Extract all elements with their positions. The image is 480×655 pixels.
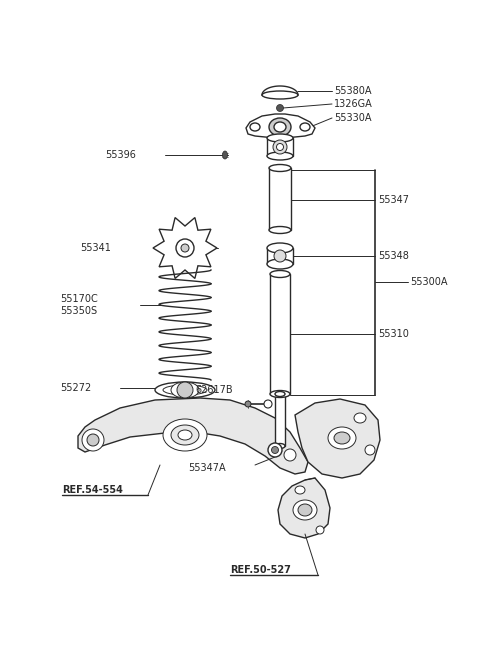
Ellipse shape [269, 227, 291, 233]
Ellipse shape [82, 429, 104, 451]
Text: 55347: 55347 [378, 195, 409, 205]
Bar [267, 248, 293, 264]
Ellipse shape [267, 243, 293, 253]
Ellipse shape [365, 445, 375, 455]
Ellipse shape [171, 382, 199, 398]
Ellipse shape [274, 250, 286, 262]
Ellipse shape [300, 123, 310, 131]
Ellipse shape [163, 419, 207, 451]
Ellipse shape [269, 118, 291, 136]
Text: 55396: 55396 [105, 150, 136, 160]
Ellipse shape [295, 486, 305, 494]
Ellipse shape [267, 152, 293, 160]
Text: 55170C: 55170C [60, 294, 98, 304]
Ellipse shape [181, 244, 189, 252]
Ellipse shape [298, 504, 312, 516]
Text: 55380A: 55380A [334, 86, 372, 96]
Ellipse shape [354, 413, 366, 423]
Ellipse shape [273, 140, 287, 154]
Ellipse shape [276, 105, 284, 111]
Ellipse shape [264, 400, 272, 408]
Ellipse shape [270, 390, 290, 398]
Text: REF.50-527: REF.50-527 [230, 565, 291, 575]
Ellipse shape [267, 134, 293, 142]
Ellipse shape [245, 401, 251, 407]
Polygon shape [278, 478, 330, 538]
Text: 55272: 55272 [60, 383, 91, 393]
Ellipse shape [276, 143, 284, 151]
Ellipse shape [334, 432, 350, 444]
Ellipse shape [171, 425, 199, 445]
Text: 55350S: 55350S [60, 306, 97, 316]
Bar [269, 168, 291, 230]
Ellipse shape [269, 164, 291, 172]
Polygon shape [246, 114, 315, 138]
Polygon shape [153, 217, 217, 278]
Ellipse shape [176, 239, 194, 257]
Polygon shape [78, 398, 308, 474]
Ellipse shape [284, 449, 296, 461]
Ellipse shape [275, 392, 285, 396]
Bar [267, 138, 293, 156]
Text: 62617B: 62617B [195, 385, 233, 395]
Ellipse shape [328, 427, 356, 449]
Ellipse shape [163, 385, 207, 395]
Text: REF.54-554: REF.54-554 [62, 485, 123, 495]
Ellipse shape [267, 259, 293, 269]
Text: 55310: 55310 [378, 329, 409, 339]
Text: 55330A: 55330A [334, 113, 372, 123]
Polygon shape [295, 399, 380, 478]
Ellipse shape [275, 443, 285, 449]
Text: 55347A: 55347A [188, 463, 226, 473]
Ellipse shape [250, 123, 260, 131]
Text: 1326GA: 1326GA [334, 99, 373, 109]
Ellipse shape [155, 382, 215, 398]
Ellipse shape [272, 447, 278, 453]
Ellipse shape [223, 151, 228, 159]
Bar [275, 394, 285, 446]
Ellipse shape [293, 500, 317, 520]
Ellipse shape [316, 526, 324, 534]
Ellipse shape [87, 434, 99, 446]
Ellipse shape [262, 91, 298, 99]
Text: 55300A: 55300A [410, 277, 447, 287]
Text: 55341: 55341 [80, 243, 111, 253]
Text: 55348: 55348 [378, 251, 409, 261]
Ellipse shape [274, 122, 286, 132]
Ellipse shape [178, 430, 192, 440]
Bar [270, 274, 290, 394]
Ellipse shape [270, 271, 290, 278]
Ellipse shape [177, 382, 193, 398]
Ellipse shape [268, 443, 282, 457]
